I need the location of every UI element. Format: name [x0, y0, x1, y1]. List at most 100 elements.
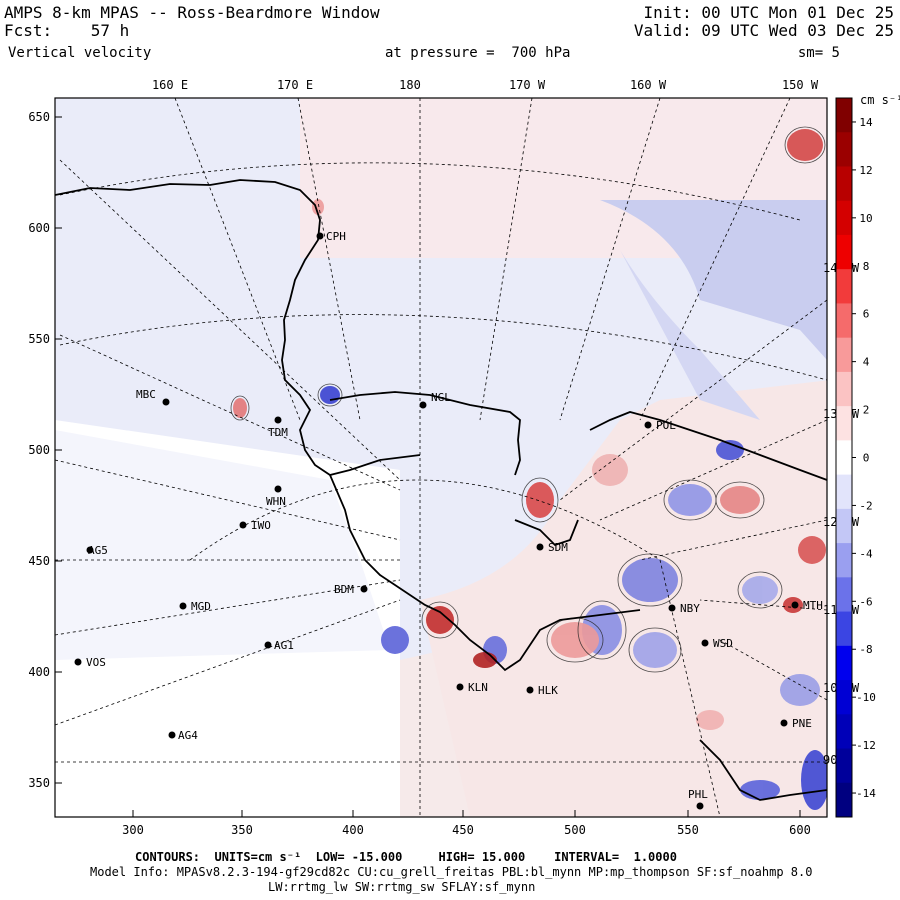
map-plot: 300 350 400 450 500 550 600 650600550500450400… [0, 0, 900, 900]
x-tick-label: 550 [677, 823, 699, 837]
top-lon-label: 150 W [782, 78, 819, 92]
station-label: PHL [688, 788, 708, 801]
colorbar-swatch [836, 577, 852, 612]
station-label: TDM [268, 426, 288, 439]
top-lon-label: 170 W [509, 78, 546, 92]
colorbar-swatch [836, 201, 852, 236]
colorbar-label: -4 [859, 547, 873, 560]
colorbar-label: -10 [856, 691, 876, 704]
station-marker [275, 486, 282, 493]
colorbar-swatch [836, 372, 852, 407]
y-tick-label: 650 [28, 110, 50, 124]
station-marker [669, 605, 676, 612]
x-tick-label: 500 [564, 823, 586, 837]
station-label: MTH [803, 599, 823, 612]
colorbar-swatch [836, 680, 852, 715]
interval-value: 1.0000 [634, 850, 677, 864]
station-label: WSD [713, 637, 733, 650]
station-label: NBY [680, 602, 700, 615]
station-label: POL [656, 419, 676, 432]
station-marker [75, 659, 82, 666]
colorbar-label: 14 [859, 116, 873, 129]
top-lon-label: 160 E [152, 78, 188, 92]
station-label: PNE [792, 717, 812, 730]
station-marker [240, 522, 247, 529]
y-tick-label: 400 [28, 665, 50, 679]
station-marker [317, 233, 324, 240]
station-label: VOS [86, 656, 106, 669]
station-label: NGL [431, 391, 451, 404]
colorbar-label: 0 [863, 452, 870, 465]
colorbar-swatch [836, 303, 852, 338]
top-lon-label: 170 E [277, 78, 313, 92]
station-marker [457, 684, 464, 691]
colorbar-label: -8 [859, 643, 872, 656]
colorbar-swatch [836, 612, 852, 647]
colorbar-label: -2 [859, 499, 872, 512]
station-marker [163, 399, 170, 406]
low-key: LOW= [316, 850, 345, 864]
colorbar-label: -14 [856, 787, 876, 800]
station-label: BDM [334, 583, 354, 596]
station-label: AG4 [178, 729, 198, 742]
station-label: HLK [538, 684, 558, 697]
contours-info: CONTOURS: UNITS=cm s⁻¹ LOW= -15.000 HIGH… [135, 850, 677, 864]
y-tick-label: 550 [28, 332, 50, 346]
station-marker [645, 422, 652, 429]
station-marker [527, 687, 534, 694]
interval-key: INTERVAL= [554, 850, 619, 864]
contours-key: CONTOURS: [135, 850, 200, 864]
y-tick-label: 500 [28, 443, 50, 457]
station-label: WHN [266, 495, 286, 508]
y-tick-label: 450 [28, 554, 50, 568]
station-marker [265, 642, 272, 649]
colorbar [836, 98, 852, 818]
colorbar-swatch [836, 509, 852, 544]
colorbar-swatch [836, 235, 852, 270]
colorbar-label: -12 [856, 739, 876, 752]
top-lon-label: 160 W [630, 78, 667, 92]
colorbar-swatch [836, 543, 852, 578]
station-label: MBC [136, 388, 156, 401]
high-key: HIGH= [438, 850, 474, 864]
x-tick-label: 300 [122, 823, 144, 837]
high-value: 15.000 [482, 850, 525, 864]
station-label: KLN [468, 681, 488, 694]
model-info-2: LW:rrtmg_lw SW:rrtmg_sw SFLAY:sf_mynn [268, 880, 535, 894]
colorbar-swatch [836, 783, 852, 818]
x-tick-label: 450 [452, 823, 474, 837]
low-value: -15.000 [352, 850, 403, 864]
colorbar-swatch [836, 749, 852, 784]
colorbar-label: 10 [859, 212, 872, 225]
station-marker [792, 602, 799, 609]
colorbar-label: 6 [863, 308, 870, 321]
station-marker [781, 720, 788, 727]
colorbar-label: 12 [859, 164, 872, 177]
colorbar-label: 8 [863, 260, 870, 273]
station-marker [702, 640, 709, 647]
x-tick-label: 400 [342, 823, 364, 837]
station-marker [420, 402, 427, 409]
station-label: CPH [326, 230, 346, 243]
colorbar-swatch [836, 338, 852, 373]
field-shading [55, 98, 840, 817]
station-marker [275, 417, 282, 424]
colorbar-swatch [836, 98, 852, 133]
colorbar-unit: cm s⁻¹ [860, 93, 900, 107]
colorbar-swatch [836, 646, 852, 681]
colorbar-label: 4 [863, 356, 870, 369]
model-info: Model Info: MPASv8.2.3-194-gf29cd82c CU:… [90, 865, 812, 879]
y-tick-label: 600 [28, 221, 50, 235]
station-marker [180, 603, 187, 610]
colorbar-swatch [836, 166, 852, 201]
colorbar-label: 2 [863, 404, 870, 417]
x-tick-label: 350 [231, 823, 253, 837]
station-label: IWO [251, 519, 271, 532]
colorbar-label: -6 [859, 595, 872, 608]
colorbar-swatch [836, 269, 852, 304]
colorbar-swatch [836, 132, 852, 167]
colorbar-swatch [836, 406, 852, 441]
units-key: UNITS=cm s⁻¹ [214, 850, 301, 864]
y-tick-label: 350 [28, 776, 50, 790]
top-lon-label: 180 [399, 78, 421, 92]
